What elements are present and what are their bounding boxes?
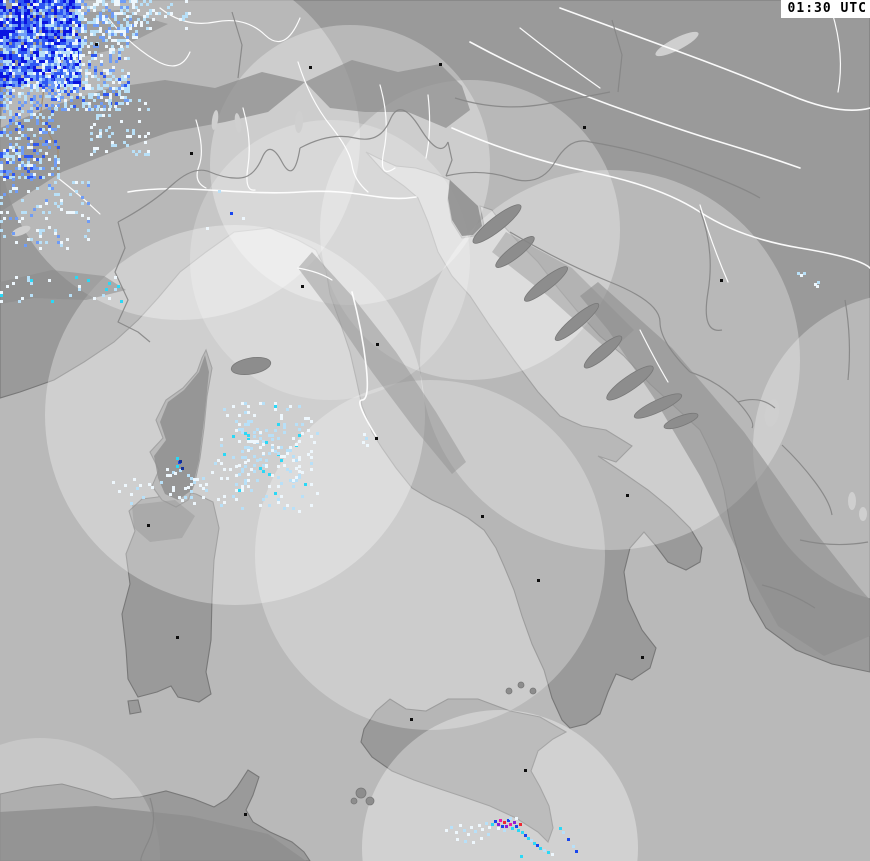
border-hungary-croatia	[589, 141, 761, 199]
terrain-istria	[448, 180, 482, 236]
border-kosovo-albania	[737, 398, 776, 409]
lake-geneva	[11, 225, 31, 237]
island-hvar	[606, 365, 654, 401]
border-france-italy	[114, 221, 151, 343]
river-drina	[699, 204, 729, 283]
lakes-layer	[11, 31, 867, 521]
river-arno	[297, 267, 333, 281]
city-markers-layer	[95, 43, 723, 816]
islet-sant-antioco	[127, 699, 142, 715]
border-macedonia-greece	[799, 539, 869, 546]
terrain-corsica-interior	[154, 355, 209, 500]
island-aeolian-3	[529, 687, 537, 695]
terrain-balkans-southeast	[580, 282, 870, 656]
island-dugi-otok	[554, 303, 600, 341]
border-slovenia-italy	[445, 141, 453, 177]
border-austria-slovenia	[454, 91, 611, 108]
river-inn	[159, 7, 301, 43]
lake-balaton	[655, 31, 699, 57]
lake-maggiore	[211, 110, 219, 130]
river-sava	[451, 127, 870, 269]
lake-shkodra	[764, 399, 780, 427]
border-albania-greece	[761, 584, 816, 609]
river-drava	[469, 41, 801, 169]
border-austria-hungary	[611, 19, 623, 93]
landmass-sicily	[360, 698, 568, 844]
island-elba	[230, 356, 272, 376]
terrain-layer	[0, 10, 870, 861]
island-pag	[524, 266, 568, 302]
lake-prespa	[859, 507, 867, 521]
river-danube	[559, 7, 870, 111]
border-slovenia-croatia	[445, 140, 591, 182]
timestamp-badge: 01:30 UTC	[780, 0, 870, 18]
terrain-alps-main	[0, 72, 305, 212]
timestamp-label: 01:30 UTC	[787, 1, 867, 16]
island-egadi-1	[355, 787, 367, 799]
island-aeolian-2	[517, 681, 525, 689]
border-austria-italy	[299, 109, 449, 150]
river-adda	[242, 107, 256, 191]
river-po	[127, 187, 417, 200]
rivers-layer	[0, 7, 870, 437]
islands-layer	[230, 204, 699, 806]
river-tagliamento	[425, 94, 431, 159]
river-adige	[297, 61, 369, 193]
border-croatia-bosnia	[509, 231, 691, 373]
border-bosnia-serbia	[699, 209, 723, 331]
river-tiber	[351, 291, 377, 437]
island-egadi-3	[350, 797, 358, 805]
terrain-africa-interior	[0, 806, 306, 861]
terrain-sardinia-northwest	[132, 500, 195, 542]
lake-garda	[294, 111, 304, 133]
river-piave	[379, 84, 396, 172]
island-egadi-2	[365, 796, 375, 806]
island-cres	[472, 204, 522, 244]
river-tisza	[831, 11, 842, 93]
island-solta	[583, 335, 623, 369]
river-rhone	[57, 177, 101, 215]
terrain-bosnia	[492, 232, 634, 352]
precipitation-layer	[0, 0, 820, 858]
island-korcula	[633, 393, 683, 419]
island-krk	[495, 236, 535, 268]
border-switzerland-austria	[231, 11, 243, 79]
border-serbia-bulgaria	[844, 299, 851, 381]
island-mljet	[663, 412, 699, 430]
island-aeolian-1	[505, 687, 513, 695]
river-mura	[519, 27, 601, 89]
lake-ohrid	[848, 492, 856, 510]
landmass-sardinia	[121, 488, 220, 703]
border-albania-macedonia	[781, 444, 833, 516]
terrain-apennines	[298, 252, 466, 474]
river-ticino	[195, 119, 207, 189]
landmass-europe-italy-balkans	[0, 0, 870, 729]
lake-como	[234, 113, 242, 133]
border-algeria-tunisia	[140, 797, 155, 861]
border-switzerland-italy	[117, 147, 301, 223]
river-neretva	[639, 329, 669, 383]
